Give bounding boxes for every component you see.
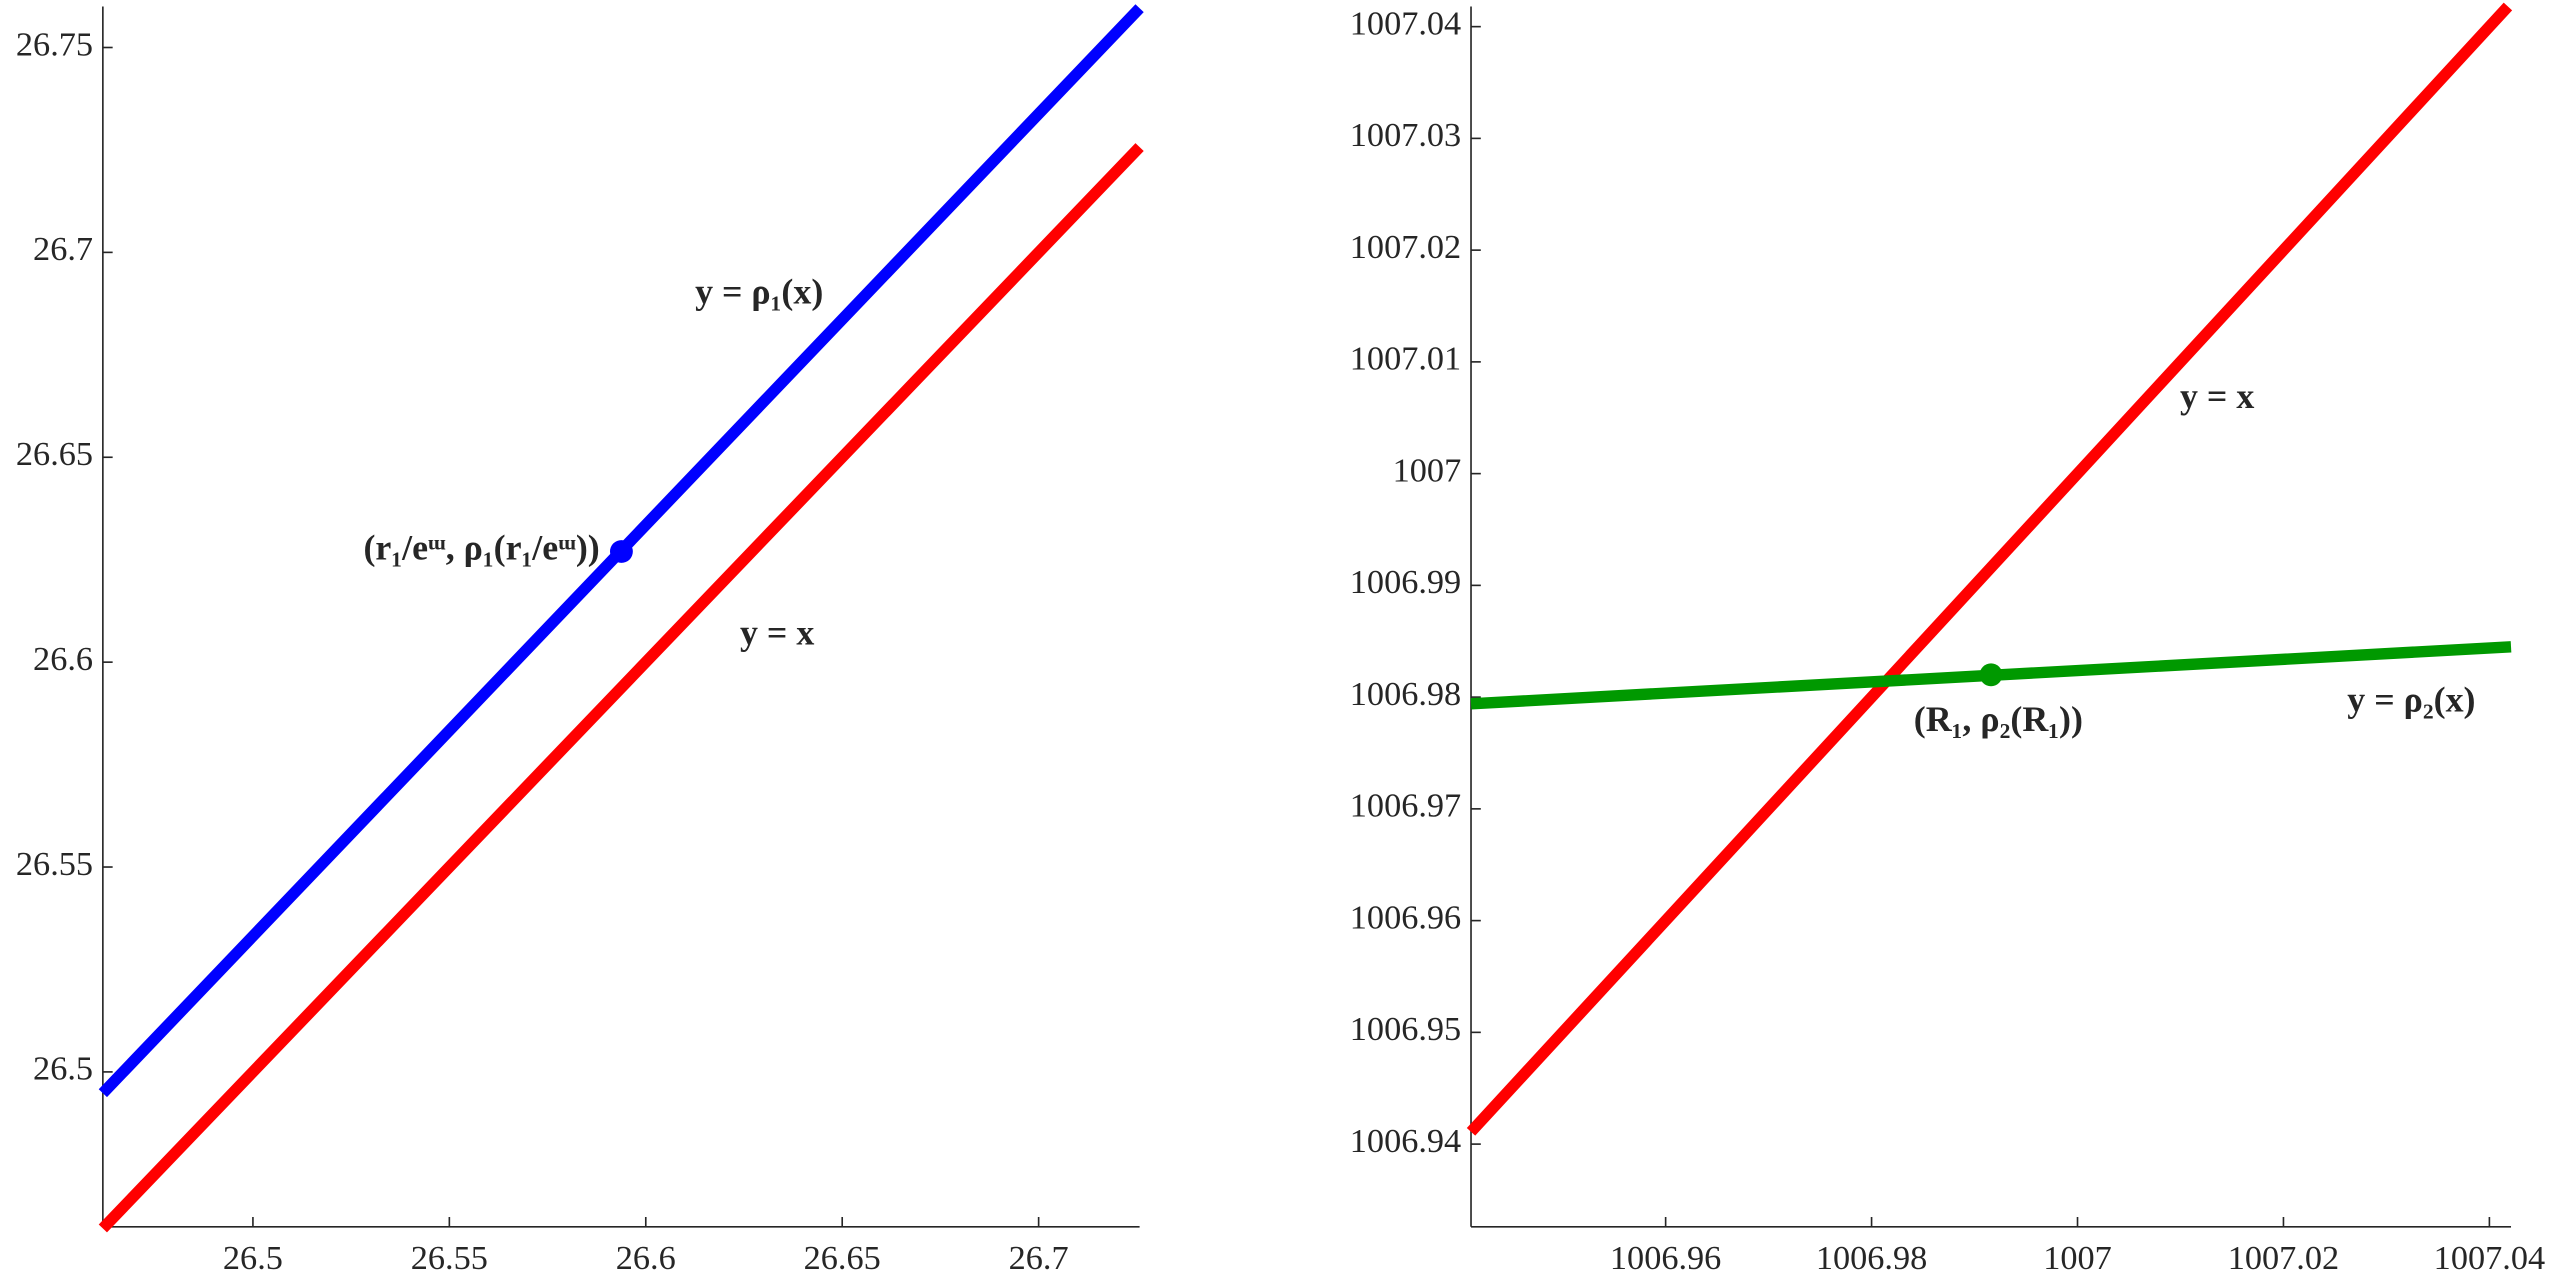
- y-tick-label: 1007.04: [1350, 5, 1461, 43]
- series-label: y = ρ₂(x): [2347, 679, 2475, 719]
- y-tick-label: 26.65: [16, 435, 93, 473]
- y-tick-label: 1007: [1393, 451, 1462, 489]
- x-tick-label: 26.5: [223, 1239, 283, 1277]
- series-label: y = x: [2180, 376, 2254, 416]
- point-label: (r₁/eᵚ, ρ₁(r₁/eᵚ)): [363, 528, 599, 568]
- x-tick-label: 26.7: [1009, 1239, 1069, 1277]
- y-tick-label: 26.75: [16, 25, 93, 63]
- y-tick-label: 1007.01: [1350, 340, 1461, 378]
- x-tick-label: 26.55: [411, 1239, 488, 1277]
- y-tick-label: 26.55: [16, 845, 93, 883]
- series-line: [1466, 2, 2513, 1136]
- y-tick-label: 26.7: [33, 230, 93, 268]
- y-tick-label: 1007.03: [1350, 116, 1461, 154]
- y-tick-label: 1006.96: [1350, 898, 1461, 936]
- x-tick-label: 1006.98: [1816, 1239, 1927, 1277]
- x-tick-label: 1007.04: [2434, 1239, 2545, 1277]
- x-tick-label: 1006.96: [1610, 1239, 1721, 1277]
- y-tick-label: 1006.98: [1350, 675, 1461, 713]
- y-tick-label: 1007.02: [1350, 228, 1461, 266]
- y-tick-label: 26.6: [33, 640, 93, 678]
- y-tick-label: 1006.94: [1350, 1122, 1461, 1160]
- y-tick-label: 1006.99: [1350, 563, 1461, 601]
- point: [609, 540, 633, 563]
- point: [1979, 663, 2003, 687]
- y-tick-label: 1006.97: [1350, 787, 1461, 825]
- x-tick-label: 1007.02: [2228, 1239, 2339, 1277]
- y-tick-label: 1006.95: [1350, 1010, 1461, 1048]
- y-tick-label: 26.5: [33, 1050, 93, 1088]
- series-line: [98, 143, 1144, 1233]
- x-tick-label: 26.6: [616, 1239, 676, 1277]
- x-tick-label: 1007: [2043, 1239, 2112, 1277]
- series-label: y = x: [740, 612, 814, 652]
- point-label: (R₁, ρ₂(R₁)): [1914, 699, 2083, 739]
- x-tick-label: 26.65: [804, 1239, 881, 1277]
- series-label: y = ρ₁(x): [695, 272, 823, 312]
